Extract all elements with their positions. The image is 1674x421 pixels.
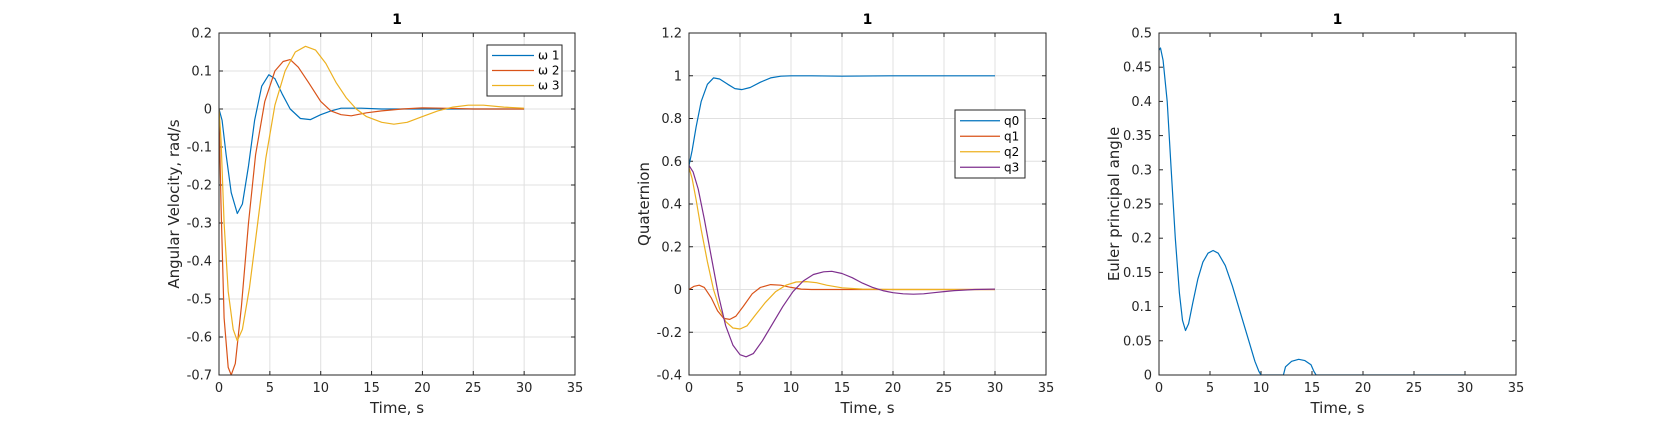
legend-label: ω 1: [538, 49, 560, 63]
plot-title: 1: [392, 12, 402, 28]
y-tick-label: 0.2: [661, 240, 682, 255]
y-tick-label: 0: [204, 103, 212, 118]
x-tick-label: 10: [312, 381, 329, 396]
series-layer: [219, 45, 525, 375]
y-tick-label: 0.15: [1123, 266, 1152, 281]
plot-2: 0 5 10 15 20 25 30 35 1.2 1 0.8 0.6 0.4 0.2 0 -0.2 -0.4 1…: [635, 12, 1054, 417]
x-tick-label: 35: [1508, 381, 1525, 396]
series-layer: [689, 75, 996, 358]
series-line-2: [689, 284, 995, 320]
x-tick-label: 35: [567, 381, 584, 396]
series-line-4: [689, 165, 996, 358]
y-tick-label: 0.05: [1123, 334, 1152, 349]
axes-frame: [688, 32, 1047, 376]
series-line-2: [219, 59, 525, 375]
plot-3: 0 5 10 15 20 25 30 350.50.450.40.350.30.250.20.…: [1105, 12, 1524, 417]
x-tick-label: 5: [1206, 381, 1214, 396]
x-tick-label: 20: [1355, 381, 1372, 396]
x-tick-label: 20: [414, 381, 431, 396]
x-tick-label: 5: [266, 381, 274, 396]
legend: ω 1ω 2ω 3: [486, 44, 563, 97]
y-axis-label: Angular Velocity, rad/s: [165, 119, 183, 288]
x-tick-label: 30: [1457, 381, 1474, 396]
y-tick-label: -0.2: [657, 326, 682, 341]
y-tick-label: 0.3: [1131, 163, 1152, 178]
y-tick-label: 0.2: [1131, 232, 1152, 247]
x-axis-label: Time, s: [369, 399, 424, 417]
legend-label: q1: [1004, 129, 1019, 143]
y-tick-label: 0.4: [661, 198, 682, 213]
series-line-1: [689, 75, 995, 166]
x-tick-label: 15: [363, 381, 380, 396]
y-tick-label: -0.5: [187, 293, 212, 308]
y-tick-label: 0: [674, 283, 682, 298]
x-tick-label: 30: [516, 381, 533, 396]
y-tick-label: -0.3: [187, 217, 212, 232]
x-tick-label: 35: [1038, 381, 1055, 396]
axes-frame: [218, 32, 576, 376]
y-tick-label: 0.1: [191, 65, 212, 80]
x-tick-label: 5: [736, 381, 744, 396]
x-tick-label: 0: [215, 381, 223, 396]
x-tick-label: 25: [936, 381, 953, 396]
x-tick-label: 0: [1155, 381, 1163, 396]
x-tick-label: 0: [685, 381, 693, 396]
x-tick-label: 10: [783, 381, 800, 396]
y-tick-label: 0.8: [661, 112, 682, 127]
y-tick-label: 1: [674, 69, 682, 84]
legend-label: q3: [1004, 160, 1019, 174]
y-tick-label: 0.45: [1123, 61, 1152, 76]
y-axis-label: Euler principal angle: [1105, 127, 1123, 281]
y-tick-label: -0.2: [187, 179, 212, 194]
y-tick-label: -0.7: [187, 369, 212, 384]
series-line-1: [1159, 47, 1465, 375]
legend-label: q2: [1004, 145, 1019, 159]
x-tick-label: 25: [465, 381, 482, 396]
x-tick-label: 15: [1304, 381, 1321, 396]
y-tick-label: 0.35: [1123, 129, 1152, 144]
series-line-3: [219, 45, 525, 342]
y-tick-label: -0.1: [187, 141, 212, 156]
y-tick-label: 0.2: [191, 27, 212, 42]
plot-title: 1: [1333, 12, 1343, 28]
y-tick-label: -0.4: [187, 255, 212, 270]
y-tick-label: 0.4: [1131, 95, 1152, 110]
legend-label: ω 2: [538, 64, 560, 78]
legend-label: ω 3: [538, 79, 560, 93]
plot-area: [1159, 33, 1516, 375]
x-tick-label: 20: [885, 381, 902, 396]
x-axis-label: Time, s: [839, 399, 894, 417]
y-tick-label: -0.4: [657, 369, 682, 384]
axes-frame: [1158, 32, 1517, 376]
x-tick-label: 25: [1406, 381, 1423, 396]
y-axis-label: Quaternion: [635, 162, 653, 246]
x-tick-label: 10: [1253, 381, 1270, 396]
series-layer: [1159, 47, 1465, 375]
y-tick-label: 0: [1144, 369, 1152, 384]
x-axis-label: Time, s: [1309, 399, 1364, 417]
plot-title: 1: [863, 12, 873, 28]
legend-label: q0: [1004, 114, 1019, 128]
y-tick-label: 0.25: [1123, 198, 1152, 213]
series-line-3: [689, 167, 995, 330]
x-tick-label: 15: [834, 381, 851, 396]
series-line-1: [219, 74, 525, 215]
plot-1: 0 5 10 15 20 25 30 35 0.2 0.1 0 -0.1 -0.2 -0.3 -0.4 -0.…: [165, 12, 583, 417]
y-tick-label: 1.2: [661, 27, 682, 42]
y-tick-label: 0.6: [661, 155, 682, 170]
y-tick-label: 0.1: [1131, 300, 1152, 315]
x-tick-label: 30: [987, 381, 1004, 396]
y-tick-label: 0.5: [1131, 27, 1152, 42]
y-tick-label: -0.6: [187, 331, 212, 346]
